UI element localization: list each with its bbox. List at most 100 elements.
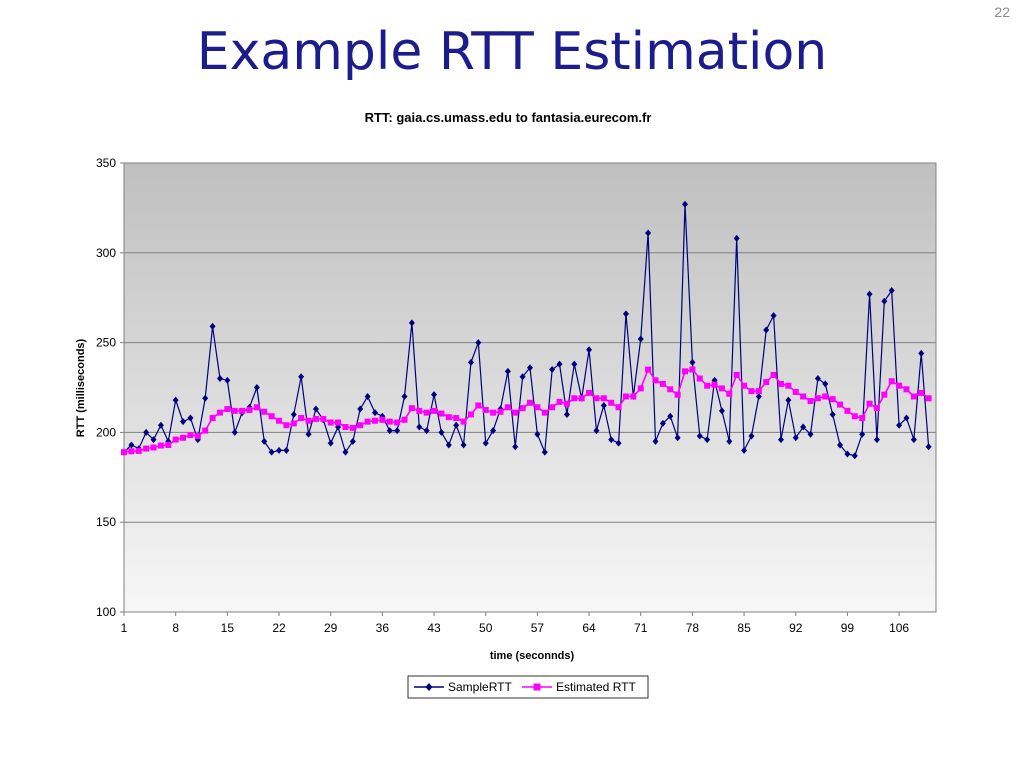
y-tick-label: 250 [96, 336, 116, 350]
data-point [659, 380, 666, 387]
y-axis-label: RTT (milliseconds) [75, 338, 87, 437]
data-point [741, 382, 748, 389]
data-point [696, 432, 703, 440]
legend-marker [533, 683, 541, 691]
data-point [202, 394, 209, 402]
data-point [814, 395, 821, 402]
data-point [305, 417, 312, 424]
data-point [800, 423, 807, 431]
data-point [364, 418, 371, 425]
data-point [497, 408, 504, 415]
data-point [733, 234, 740, 242]
data-point [777, 380, 784, 387]
data-point [925, 395, 932, 402]
data-point [748, 432, 755, 440]
data-point [202, 427, 209, 434]
data-point [490, 409, 497, 416]
data-point [261, 408, 268, 415]
data-point [408, 405, 415, 412]
data-point [593, 395, 600, 402]
data-point [298, 415, 305, 422]
data-point [837, 401, 844, 408]
data-point [822, 393, 829, 400]
data-point [903, 386, 910, 393]
data-point [918, 349, 925, 357]
data-point [851, 413, 858, 420]
data-point [290, 420, 297, 427]
data-point [482, 406, 489, 413]
data-point [792, 434, 799, 442]
data-point [143, 428, 150, 436]
data-point [431, 407, 438, 414]
data-point [445, 414, 452, 421]
slide-number: 22 [994, 4, 1010, 20]
data-point [312, 405, 319, 413]
data-point [386, 418, 393, 425]
data-point [718, 385, 725, 392]
data-point [335, 419, 342, 426]
data-point [844, 450, 851, 458]
data-point [755, 392, 762, 400]
data-point [268, 413, 275, 420]
data-point [386, 427, 393, 435]
data-point [283, 422, 290, 429]
data-point [416, 407, 423, 414]
data-point [659, 419, 666, 427]
data-point [844, 407, 851, 414]
data-point [667, 412, 674, 420]
data-point [128, 441, 135, 449]
data-point [873, 436, 880, 444]
data-point [224, 406, 231, 413]
data-point [586, 389, 593, 396]
data-point [246, 406, 253, 413]
data-point [475, 339, 482, 347]
data-point [431, 391, 438, 399]
x-tick-label: 22 [272, 621, 286, 635]
data-point [608, 436, 615, 444]
x-tick-label: 1 [121, 621, 128, 635]
data-point [689, 366, 696, 373]
data-point [814, 375, 821, 383]
data-point [209, 415, 216, 422]
data-point [785, 382, 792, 389]
data-point [755, 388, 762, 395]
data-point [851, 452, 858, 460]
y-tick-label: 200 [96, 425, 116, 439]
data-point [615, 404, 622, 411]
data-point [453, 421, 460, 429]
data-point [460, 418, 467, 425]
data-point [866, 290, 873, 298]
data-point [696, 375, 703, 382]
data-point [394, 427, 401, 435]
data-point [504, 367, 511, 375]
data-point [859, 430, 866, 438]
data-point [689, 358, 696, 366]
slide-title: Example RTT Estimation [196, 22, 828, 82]
data-point [253, 404, 260, 411]
data-point [837, 441, 844, 449]
x-tick-label: 71 [634, 621, 648, 635]
plot-area [123, 162, 937, 613]
data-point [349, 424, 356, 431]
data-point [785, 396, 792, 404]
legend-label: SampleRTT [448, 680, 512, 694]
data-point [401, 416, 408, 423]
data-point [704, 436, 711, 444]
data-point [172, 436, 179, 443]
data-point [652, 437, 659, 445]
data-point [829, 396, 836, 403]
data-point [209, 322, 216, 330]
data-point [482, 439, 489, 447]
data-point [401, 392, 408, 400]
data-point [770, 371, 777, 378]
data-point [276, 446, 283, 454]
data-point [128, 448, 135, 455]
data-point [718, 407, 725, 415]
x-tick-label: 29 [324, 621, 338, 635]
data-point [504, 404, 511, 411]
data-point [682, 368, 689, 375]
data-point [556, 398, 563, 405]
data-point [423, 409, 430, 416]
data-point [305, 430, 312, 438]
data-point [859, 415, 866, 422]
